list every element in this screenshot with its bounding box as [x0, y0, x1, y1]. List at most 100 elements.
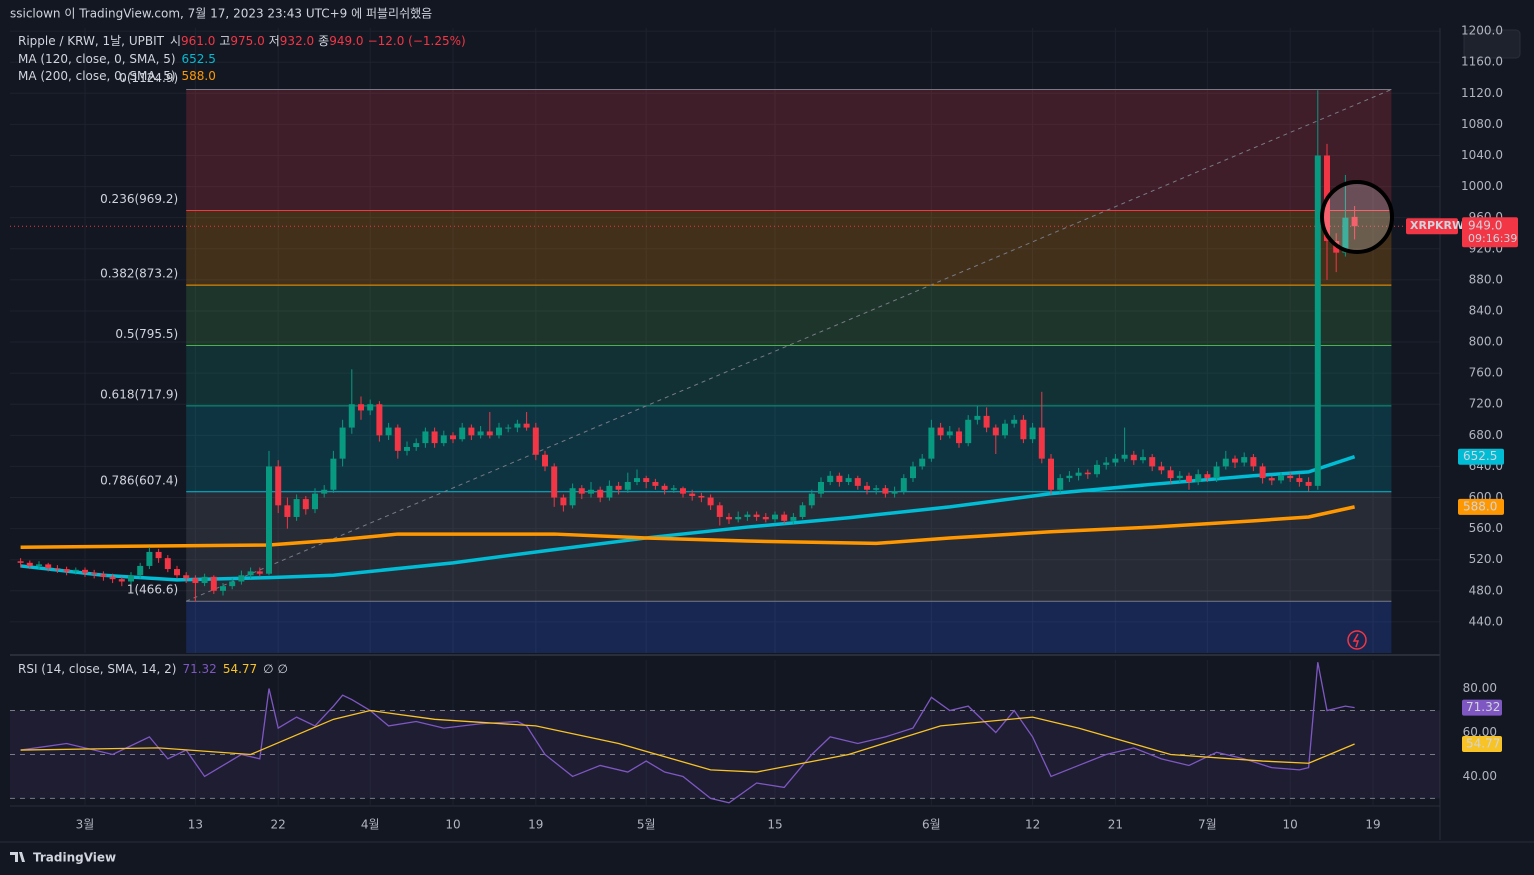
legend-part: −12.0 (−1.25%)	[368, 34, 466, 48]
candle-body	[174, 569, 180, 576]
price-tag	[1458, 498, 1504, 515]
candle-body	[385, 427, 392, 436]
fib-trend-line	[186, 89, 1392, 602]
candle-body	[891, 491, 898, 494]
candle-body	[293, 499, 300, 517]
candle-body	[36, 564, 42, 566]
fib-label: 0(1124.9)	[119, 71, 178, 85]
candle-body	[164, 558, 171, 570]
legend-part: 932.0	[280, 34, 314, 48]
candle-body	[358, 404, 364, 411]
rsi-tick-label: 60.00	[1463, 725, 1497, 739]
candle-body	[1158, 466, 1165, 471]
candle-body	[220, 586, 226, 591]
candle-body	[873, 488, 880, 490]
candle-body	[266, 466, 272, 574]
candle-body	[1130, 454, 1137, 461]
candle-body	[275, 466, 282, 506]
legend-main: Ripple / KRW, 1날, UPBIT 시961.0 고975.0 저932.…	[18, 34, 466, 48]
legend-part: 저	[269, 34, 280, 48]
x-tick-label: 13	[188, 818, 203, 832]
rsi-tag	[1462, 699, 1502, 716]
candle-body	[229, 581, 236, 587]
legend-part: 54.77	[223, 662, 257, 676]
candle-body	[772, 514, 778, 520]
candle-body	[1305, 481, 1312, 486]
candle-body	[440, 435, 447, 444]
candle-body	[974, 415, 981, 420]
candle-body	[330, 458, 337, 490]
candle-body	[643, 478, 650, 482]
rsi-tick-label: 80.00	[1463, 681, 1497, 695]
candle-body	[827, 475, 834, 482]
candle-body	[1029, 427, 1036, 440]
candle-body	[422, 431, 429, 444]
candle-body	[781, 514, 788, 521]
legend-ma: MA (120, close, 0, SMA, 5) 652.5	[18, 52, 216, 66]
candle-body	[155, 551, 162, 559]
candle-body	[1287, 475, 1294, 479]
legend-part: MA (120, close, 0, SMA, 5)	[18, 52, 176, 66]
candle-body	[54, 568, 61, 570]
candle-body	[339, 427, 346, 459]
x-tick-label: 19	[528, 818, 543, 832]
candle-body	[1011, 419, 1018, 424]
candle-body	[1351, 216, 1358, 227]
candle-body	[63, 569, 70, 572]
fib-zone	[186, 345, 1392, 406]
candle-body	[707, 497, 714, 506]
legend-part: 종	[318, 34, 329, 48]
candle-body	[404, 446, 410, 451]
candle-body	[1149, 457, 1156, 467]
candle-body	[1213, 466, 1220, 479]
candle-body	[762, 516, 769, 520]
symbol-tag	[1406, 218, 1458, 235]
candle-body	[201, 576, 208, 584]
candle-body	[348, 404, 355, 428]
candle-body	[726, 516, 732, 520]
countdown-label: 09:16:39	[1468, 232, 1517, 245]
candle-body	[1232, 458, 1238, 463]
y-tick-label: 1120.0	[1461, 86, 1503, 100]
candle-body	[578, 488, 585, 494]
candle-body	[128, 575, 134, 582]
candle-body	[496, 427, 502, 436]
candle-body	[818, 481, 824, 494]
candle-body	[118, 579, 125, 582]
candle-body	[698, 495, 705, 498]
candle-body	[661, 485, 668, 490]
candle-body	[680, 488, 686, 494]
candle-body	[1057, 478, 1064, 490]
candle-body	[753, 514, 760, 517]
y-tick-label: 1160.0	[1461, 55, 1503, 69]
candle-body	[983, 415, 990, 428]
candle-body	[1342, 217, 1349, 253]
candle-body	[716, 505, 723, 517]
candle-body	[459, 427, 466, 440]
settings-button[interactable]	[1463, 29, 1521, 59]
candle-body	[956, 431, 962, 444]
candle-body	[836, 475, 843, 482]
x-tick-label: 22	[271, 818, 286, 832]
rsi-tag-label: 71.32	[1466, 700, 1500, 714]
candle-body	[413, 443, 420, 447]
candle-body	[1094, 464, 1100, 475]
y-tick-label: 560.0	[1469, 521, 1503, 535]
fib-label: 0.786(607.4)	[100, 473, 178, 487]
candle-body	[790, 516, 797, 521]
candle-body	[808, 493, 815, 506]
highlight-circle	[1320, 180, 1394, 254]
symbol-tag-label: XRPKRW	[1410, 219, 1464, 232]
rsi-line	[20, 662, 1355, 804]
price-pane	[10, 28, 1440, 653]
candle-body	[367, 404, 374, 411]
tv-logo	[10, 852, 25, 862]
candle-body	[486, 431, 493, 436]
x-tick-label: 19	[1365, 818, 1380, 832]
candle-body	[900, 478, 907, 492]
candle-body	[514, 423, 521, 428]
alert-icon[interactable]	[1347, 630, 1367, 650]
ma-line	[20, 505, 1355, 550]
candle-body	[1075, 472, 1082, 476]
candle-body	[505, 427, 512, 429]
